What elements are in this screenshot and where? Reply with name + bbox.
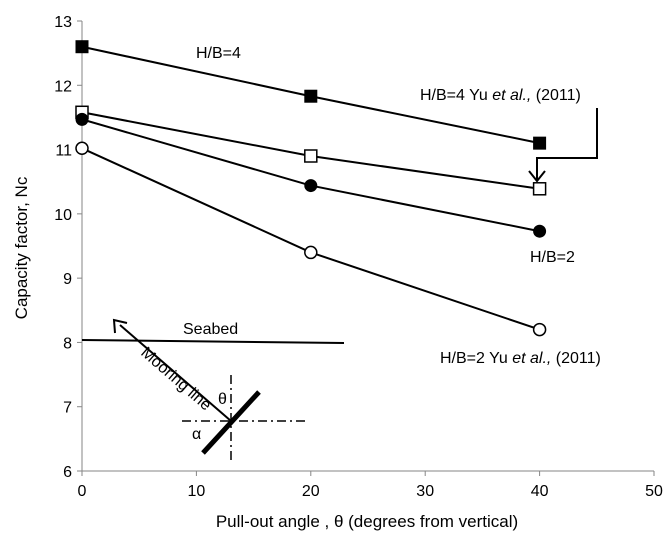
series-group [75,40,547,337]
label-hb4-yu: H/B=4 Yu et al., (2011) [420,87,581,104]
data-point [533,136,547,150]
axes [77,20,655,476]
y-tick-label: 10 [54,207,72,224]
label-hb2-yu-part1: H/B=2 Yu [440,350,512,367]
tick-labels: 6 7 8 9 10 11 12 13 0 10 20 30 40 50 [54,14,663,500]
seabed-label: Seabed [183,321,238,338]
data-point [532,322,547,337]
y-tick-label: 6 [63,464,72,481]
y-tick-label: 7 [63,400,72,417]
data-point [304,149,318,163]
data-point [532,182,547,196]
series-line [81,147,540,331]
inset-diagram: Seabed Mooring line θ α [81,318,345,462]
data-point [304,245,318,260]
alpha-label: α [192,426,201,443]
series-1 [75,40,547,150]
data-point [533,224,547,238]
y-tick-label: 8 [63,335,72,352]
data-point [75,40,89,54]
anchor-plate [201,390,261,455]
label-hb2-yu-year: (2011) [551,350,601,367]
x-tick-label: 10 [188,483,206,500]
x-axis-title: Pull-out angle , θ (degrees from vertica… [216,512,518,531]
data-point [304,179,318,193]
label-hb4-yu-part1: H/B=4 Yu [420,87,492,104]
theta-label: θ [218,391,227,408]
label-hb4-yu-year: (2011) [531,87,581,104]
series-4 [75,141,547,337]
mooring-arrowhead [112,318,128,334]
label-hb4: H/B=4 [196,45,241,62]
x-tick-label: 0 [78,483,87,500]
series-3 [75,112,547,238]
label-hb2-yu-etal: et al., [512,350,551,367]
x-tick-label: 30 [416,483,434,500]
mooring-line [119,324,232,422]
label-hb2: H/B=2 [530,249,575,266]
data-point [304,89,318,103]
y-tick-label: 11 [55,143,72,160]
x-tick-label: 40 [531,483,549,500]
mooring-label: Mooring line [137,344,214,414]
x-tick-label: 50 [645,483,663,500]
callout-arrow [528,108,598,183]
y-tick-label: 13 [54,14,72,31]
y-tick-label: 12 [54,78,72,95]
series-line [81,118,540,233]
y-axis-title: Capacity factor, Nc [12,176,31,319]
data-point [75,141,89,156]
x-tick-label: 20 [302,483,320,500]
seabed-line [81,339,345,344]
data-point [75,112,89,126]
label-hb2-yu: H/B=2 Yu et al., (2011) [440,350,601,367]
y-tick-label: 9 [63,271,72,288]
label-hb4-yu-etal: et al., [492,87,531,104]
